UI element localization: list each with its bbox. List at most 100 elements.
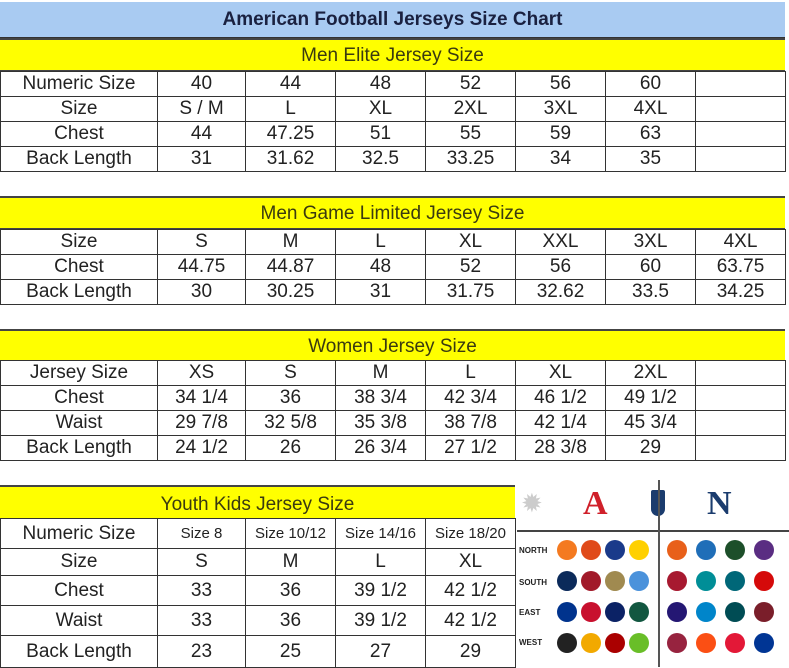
table-cell: S (157, 229, 246, 255)
table-cell: 60 (605, 71, 696, 97)
table-cell: 34 (515, 146, 606, 172)
row-label: Back Length (0, 279, 158, 305)
table-cell: L (245, 96, 336, 122)
row-label: Chest (0, 254, 158, 280)
table-cell: 33.25 (425, 146, 516, 172)
row-label: Back Length (0, 635, 158, 668)
table-cell: XXL (515, 229, 606, 255)
row-label: Numeric Size (0, 518, 158, 549)
team-logo-icon (629, 571, 649, 591)
men-game-table: Size S M L XL XXL 3XL 4XL Chest 44.75 44.87 48 52 56 6… (0, 229, 786, 305)
team-logo-icon (725, 602, 745, 622)
table-cell: 52 (425, 71, 516, 97)
team-logo-icon (725, 571, 745, 591)
division-label: EAST (519, 608, 541, 617)
table-cell (695, 96, 786, 122)
team-logo-icon (667, 571, 687, 591)
table-cell: L (335, 548, 426, 576)
division-label: SOUTH (519, 578, 547, 587)
table-cell: 33.5 (605, 279, 696, 305)
table-cell: 31.62 (245, 146, 336, 172)
table-cell: L (425, 360, 516, 386)
nfc-logo: N (707, 485, 732, 522)
table-cell: 33 (157, 605, 246, 636)
table-cell: 26 (245, 435, 336, 461)
table-row: Waist 29 7/8 32 5/8 35 3/8 38 7/8 42 1/4 45 3/… (0, 410, 786, 436)
team-logo-icon (667, 602, 687, 622)
team-logo-icon (581, 633, 601, 653)
table-cell: 45 3/4 (605, 410, 696, 436)
team-logo-icon (629, 540, 649, 560)
team-logo-icon (605, 571, 625, 591)
table-cell: 32 5/8 (245, 410, 336, 436)
table-row: Back Length 24 1/2 26 26 3/4 27 1/2 28 3/8 29 (0, 435, 786, 461)
row-label: Jersey Size (0, 360, 158, 386)
table-cell: 26 3/4 (335, 435, 426, 461)
team-logo-icon (696, 633, 716, 653)
table-cell: 42 1/2 (425, 575, 516, 606)
team-logo-icon (754, 540, 774, 560)
team-logo-icon (605, 602, 625, 622)
table-cell: 29 (425, 635, 516, 668)
table-cell: 38 3/4 (335, 385, 426, 411)
table-cell (695, 360, 786, 386)
table-cell: 4XL (695, 229, 786, 255)
row-label: Numeric Size (0, 71, 158, 97)
row-label: Chest (0, 575, 158, 606)
team-logo-icon (557, 602, 577, 622)
table-cell: 32.62 (515, 279, 606, 305)
table-cell: 46 1/2 (515, 385, 606, 411)
table-cell: 42 3/4 (425, 385, 516, 411)
section-heading-youth: Youth Kids Jersey Size (0, 485, 515, 519)
row-label: Size (0, 229, 158, 255)
table-cell: 48 (335, 71, 426, 97)
table-cell: 52 (425, 254, 516, 280)
table-cell: 40 (157, 71, 246, 97)
table-cell (695, 121, 786, 147)
table-cell: Size 18/20 (425, 518, 516, 549)
table-row: Back Length 31 31.62 32.5 33.25 34 35 (0, 146, 786, 172)
row-label: Size (0, 548, 158, 576)
table-cell: 55 (425, 121, 516, 147)
section-heading-women: Women Jersey Size (0, 329, 785, 361)
table-cell (695, 385, 786, 411)
row-label: Waist (0, 605, 158, 636)
section-heading-men-game: Men Game Limited Jersey Size (0, 196, 785, 229)
men-elite-table: Numeric Size 40 44 48 52 56 60 Size S / M L XL 2XL 3… (0, 71, 786, 172)
team-logo-icon (581, 571, 601, 591)
nfl-team-logos-panel: ✹ A N NORTH SOUTH EAST WEST (517, 480, 789, 667)
table-row: Size S M L XL (0, 548, 516, 576)
table-cell: 38 7/8 (425, 410, 516, 436)
table-cell: 39 1/2 (335, 605, 426, 636)
youth-table: Numeric Size Size 8 Size 10/12 Size 14/16 Si… (0, 518, 516, 668)
table-cell: 51 (335, 121, 426, 147)
table-cell: 2XL (605, 360, 696, 386)
team-logo-icon (725, 540, 745, 560)
table-cell: S (157, 548, 246, 576)
team-logo-icon (629, 602, 649, 622)
table-cell: 27 1/2 (425, 435, 516, 461)
table-cell: 35 (605, 146, 696, 172)
table-cell (695, 410, 786, 436)
team-logo-icon (557, 571, 577, 591)
table-cell: 24 1/2 (157, 435, 246, 461)
table-cell: 49 1/2 (605, 385, 696, 411)
table-cell: 23 (157, 635, 246, 668)
table-cell: 32.5 (335, 146, 426, 172)
table-cell: XL (425, 229, 516, 255)
row-label: Back Length (0, 146, 158, 172)
table-cell (695, 435, 786, 461)
table-cell: 4XL (605, 96, 696, 122)
table-row: Chest 44 47.25 51 55 59 63 (0, 121, 786, 147)
team-logo-icon (696, 602, 716, 622)
table-cell (695, 146, 786, 172)
divider (517, 530, 789, 532)
table-cell: 56 (515, 71, 606, 97)
table-cell: 39 1/2 (335, 575, 426, 606)
team-logo-icon (754, 571, 774, 591)
table-cell: Size 10/12 (245, 518, 336, 549)
table-cell: XL (425, 548, 516, 576)
table-cell: 59 (515, 121, 606, 147)
table-cell: 3XL (515, 96, 606, 122)
table-cell: M (245, 229, 336, 255)
